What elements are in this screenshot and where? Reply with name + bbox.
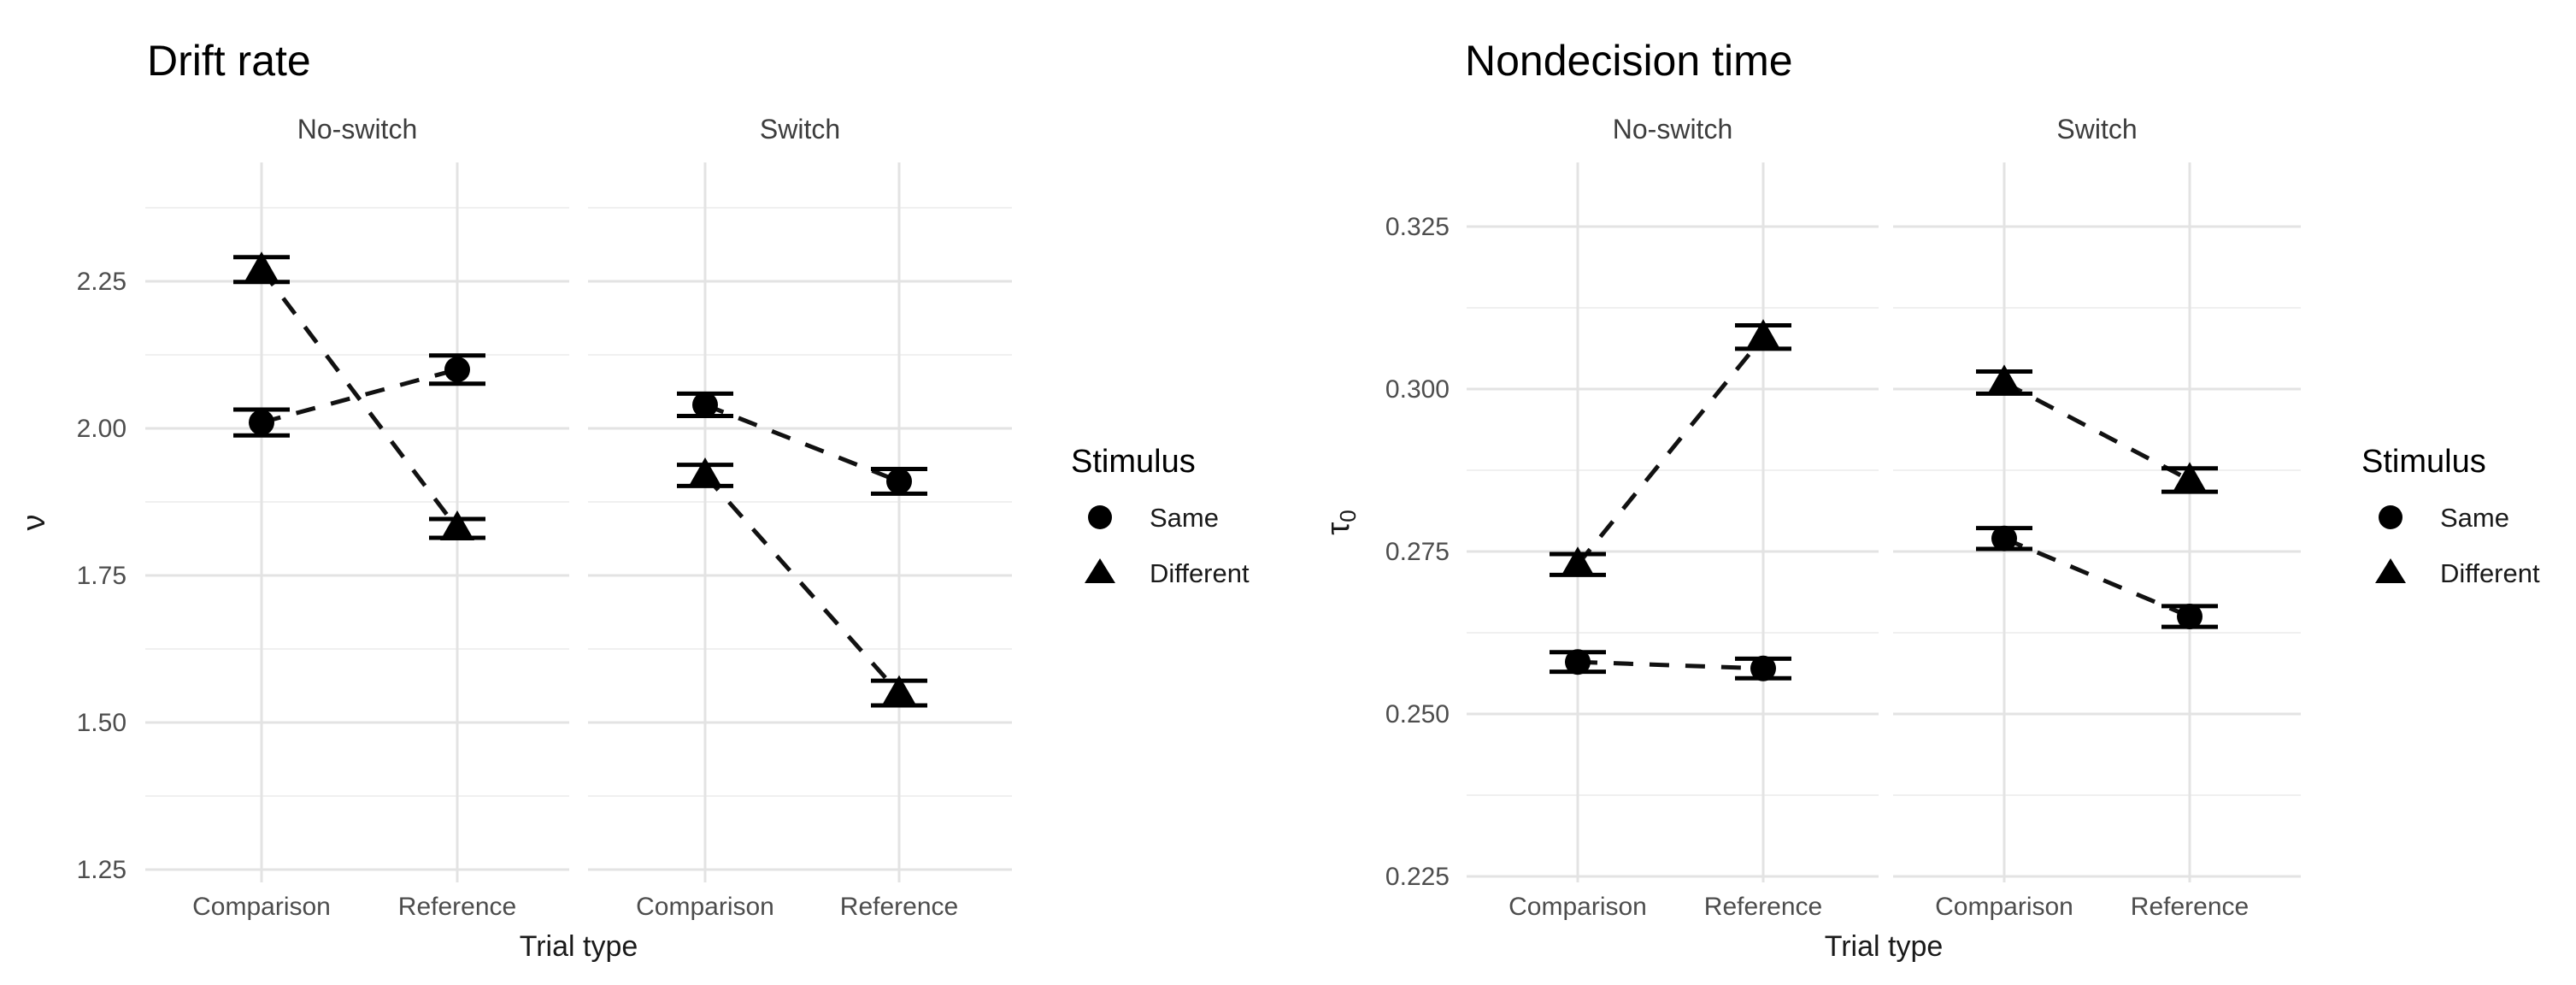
- data-point-circle: [249, 410, 274, 436]
- facet-panel-switch: Switch Comparison Reference: [1893, 114, 2301, 921]
- data-point-triangle: [2173, 462, 2207, 492]
- x-axis-title: Trial type: [1825, 930, 1944, 963]
- x-axis-tick-label: Comparison: [192, 893, 331, 921]
- facet-label: No-switch: [1613, 114, 1732, 145]
- series-line: [704, 403, 900, 484]
- data-point-triangle: [1561, 546, 1595, 577]
- series-different: [1550, 319, 1791, 577]
- legend-item-label: Same: [1150, 503, 1219, 533]
- y-axis-tick-label: 0.300: [1385, 375, 1450, 404]
- y-axis-title: τ0: [1320, 510, 1361, 534]
- data-point-triangle: [440, 510, 474, 540]
- facet-label: No-switch: [297, 114, 417, 145]
- legend-key-circle: [2379, 505, 2403, 529]
- gridlines-major: [1893, 162, 2301, 882]
- chart-title: Drift rate: [147, 37, 311, 85]
- gridlines-minor: [1893, 307, 2301, 796]
- y-axis-title: ν: [16, 515, 52, 531]
- series-same: [1976, 525, 2218, 629]
- x-axis-tick-label: Reference: [840, 893, 958, 921]
- series-line: [1577, 659, 1764, 671]
- data-point-triangle: [688, 457, 722, 488]
- series-same: [1550, 649, 1791, 681]
- x-axis-tick-label: Comparison: [1509, 893, 1647, 921]
- facet-label: Switch: [760, 114, 840, 145]
- series-different: [677, 457, 927, 708]
- data-point-triangle: [244, 251, 279, 282]
- facet-panel-no-switch: No-switch Comparison Reference: [1467, 114, 1879, 921]
- x-axis-tick-label: Comparison: [636, 893, 774, 921]
- series-same: [233, 353, 485, 438]
- data-point-circle: [1991, 525, 2017, 551]
- data-point-circle: [2177, 604, 2203, 629]
- data-point-circle: [444, 357, 470, 383]
- data-point-triangle: [882, 675, 916, 705]
- facet-panel-no-switch: No-switch Comparison Reference: [145, 114, 569, 921]
- y-axis-tick-label: 0.250: [1385, 700, 1450, 728]
- series-line: [1576, 335, 1765, 566]
- y-axis-tick-label: 1.50: [77, 709, 126, 737]
- data-point-circle: [1750, 655, 1776, 681]
- x-axis-tick-label: Comparison: [1935, 893, 2073, 921]
- data-point-circle: [1565, 649, 1591, 675]
- series-different: [1976, 364, 2218, 494]
- x-axis-tick-label: Reference: [398, 893, 516, 921]
- data-point-circle: [886, 468, 912, 494]
- gridlines-major: [1467, 162, 1879, 882]
- gridlines-major: [145, 162, 569, 882]
- chart-title: Nondecision time: [1465, 37, 1793, 85]
- series-line: [2003, 380, 2191, 482]
- facet-label: Switch: [2056, 114, 2137, 145]
- y-axis-tick-label: 1.75: [77, 562, 126, 590]
- legend-item-same: Same: [1088, 503, 1219, 533]
- series-same: [677, 391, 927, 496]
- legend-key-triangle: [1085, 558, 1115, 583]
- legend-item-label: Different: [1150, 558, 1250, 588]
- series-different: [233, 251, 485, 540]
- y-axis-tick-label: 2.00: [77, 415, 126, 443]
- legend-item-different: Different: [2375, 558, 2540, 588]
- x-axis-title: Trial type: [520, 930, 638, 963]
- y-axis-tick-label: 1.25: [77, 856, 126, 884]
- y-axis-tick-label: 0.275: [1385, 538, 1450, 566]
- x-axis-tick-label: Reference: [1704, 893, 1822, 921]
- gridlines-minor: [588, 207, 1012, 797]
- y-axis-tick-label: 0.325: [1385, 213, 1450, 241]
- y-axis-tick-label: 2.25: [77, 268, 126, 296]
- gridlines-major: [588, 162, 1012, 882]
- data-point-triangle: [1746, 319, 1780, 350]
- legend: Stimulus Same Different: [1071, 444, 1250, 588]
- legend-item-label: Same: [2440, 503, 2509, 533]
- legend-title: Stimulus: [1071, 444, 1196, 480]
- data-point-circle: [692, 392, 718, 418]
- facet-panel-switch: Switch Comparison Reference: [588, 114, 1012, 921]
- legend-item-label: Different: [2440, 558, 2540, 588]
- legend-key-triangle: [2375, 558, 2406, 583]
- legend-item-same: Same: [2379, 503, 2509, 533]
- gridlines-minor: [145, 207, 569, 797]
- series-line: [260, 268, 459, 530]
- series-line: [703, 474, 901, 695]
- chart-nondecision-time: Nondecision time No-switch Comparison Refer…: [1320, 37, 2540, 963]
- legend-item-different: Different: [1085, 558, 1250, 588]
- y-axis-tick-label: 0.225: [1385, 863, 1450, 891]
- x-axis-tick-label: Reference: [2131, 893, 2249, 921]
- data-point-triangle: [1987, 364, 2021, 395]
- legend: Stimulus Same Different: [2361, 444, 2540, 588]
- gridlines-minor: [1467, 307, 1879, 796]
- legend-title: Stimulus: [2361, 444, 2486, 480]
- legend-key-circle: [1088, 505, 1112, 529]
